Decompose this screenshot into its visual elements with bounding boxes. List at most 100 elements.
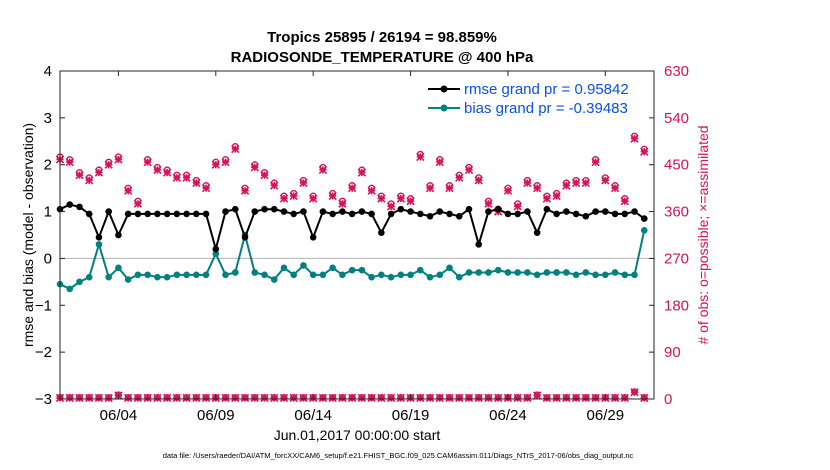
- obs-assimilated-point: [523, 178, 532, 188]
- bias-point: [475, 269, 483, 276]
- bias-point: [446, 264, 453, 272]
- bias-point: [582, 269, 590, 276]
- bias-point: [436, 271, 444, 279]
- rmse-point: [280, 208, 288, 215]
- obs-low-assimilated-point: [133, 393, 143, 403]
- obs-low-assimilated-point: [367, 393, 376, 403]
- obs-assimilated-point: [377, 194, 386, 203]
- y-left-tick-label: 3: [44, 110, 52, 127]
- obs-assimilated-point: [114, 155, 123, 164]
- rmse-point: [163, 210, 171, 218]
- obs-low-assimilated-point: [347, 393, 357, 403]
- legend-bias-label: bias grand pr = -0.39483: [464, 100, 628, 117]
- obs-assimilated-point: [201, 183, 211, 193]
- y-left-tick-label: −2: [35, 344, 52, 361]
- bias-point: [640, 227, 648, 234]
- x-tick-label: 06/24: [489, 407, 527, 424]
- y-right-tick-label: 360: [664, 204, 689, 221]
- obs-low-assimilated-point: [484, 393, 493, 403]
- rmse-point: [553, 210, 560, 218]
- obs-low-assimilated-point: [552, 393, 561, 403]
- rmse-point: [261, 205, 268, 213]
- legend-rmse-marker: [440, 85, 448, 93]
- rmse-point: [76, 203, 83, 211]
- obs-assimilated-point: [65, 157, 74, 167]
- obs-low-assimilated-point: [201, 393, 211, 403]
- rmse-point: [455, 212, 463, 220]
- bias-point: [387, 273, 395, 281]
- obs-assimilated-point: [104, 160, 113, 169]
- obs-low-assimilated-point: [445, 393, 454, 403]
- obs-assimilated-point: [591, 157, 600, 167]
- rmse-point: [582, 212, 590, 220]
- bias-point: [514, 269, 521, 276]
- bias-point: [358, 266, 366, 274]
- axes: −3 −2 −1 0 1 2 3 4 0 90 180 270 360 450 540 630 06/04 06/…: [35, 63, 689, 424]
- bias-point: [455, 273, 463, 281]
- obs-assimilated-point: [211, 160, 220, 169]
- obs-low-assimilated-point: [270, 393, 279, 403]
- y-left-tick-label: 0: [44, 250, 52, 267]
- obs-low-assimilated-point: [455, 393, 464, 403]
- obs-assimilated-point: [192, 178, 201, 188]
- obs-low-assimilated-point: [240, 393, 250, 403]
- obs-assimilated-point: [289, 191, 298, 201]
- obs-low-assimilated-point: [425, 393, 435, 403]
- rmse-point: [348, 210, 356, 218]
- obs-assimilated-point: [484, 199, 493, 208]
- rmse-point: [85, 210, 93, 218]
- obs-low-assimilated-point: [279, 393, 289, 403]
- obs-assimilated-point: [562, 181, 571, 190]
- obs-assimilated-point: [318, 165, 328, 175]
- obs-assimilated-point: [299, 178, 308, 188]
- bias-point: [261, 271, 268, 279]
- obs-assimilated-point: [162, 168, 172, 177]
- rmse-point: [524, 208, 531, 215]
- x-tick-label: 06/29: [587, 407, 625, 424]
- x-tick-label: 06/04: [100, 407, 138, 424]
- rmse-point: [105, 208, 112, 215]
- obs-low-assimilated-point: [231, 393, 240, 403]
- rmse-point: [124, 210, 132, 218]
- obs-low-assimilated-point: [416, 393, 425, 403]
- obs-low-assimilated-point: [299, 393, 308, 403]
- obs-assimilated-point: [503, 186, 513, 195]
- obs-low-assimilated-point: [581, 393, 591, 403]
- bias-point: [504, 269, 512, 276]
- bias-point: [465, 269, 473, 276]
- bias-point: [339, 271, 346, 279]
- y-left-tick-label: −3: [35, 391, 52, 408]
- bias-point: [563, 269, 570, 276]
- y-left-tick-label: −1: [35, 297, 52, 314]
- obs-assimilated-point: [75, 170, 84, 180]
- y-right-tick-label: 270: [664, 250, 689, 267]
- rmse-point: [611, 210, 619, 218]
- obs-assimilated-point: [221, 157, 230, 167]
- x-tick-label: 06/14: [294, 407, 332, 424]
- rmse-point: [231, 205, 239, 213]
- bias-point: [407, 271, 414, 279]
- rmse-point: [387, 210, 395, 218]
- rmse-point: [134, 210, 142, 218]
- obs-assimilated-point: [270, 181, 279, 190]
- obs-low-assimilated-point: [221, 393, 230, 403]
- obs-assimilated-point: [309, 194, 318, 203]
- obs-assimilated-point: [416, 152, 425, 162]
- rmse-point: [319, 208, 327, 215]
- obs-assimilated-point: [85, 176, 94, 185]
- bias-point: [231, 269, 239, 276]
- y-right-tick-label: 90: [664, 344, 681, 361]
- obs-low-assimilated-point: [532, 391, 542, 400]
- y-right-tick-label: 540: [664, 110, 689, 127]
- bias-point: [212, 250, 220, 258]
- bias-point: [95, 241, 103, 248]
- obs-assimilated-point: [231, 144, 240, 154]
- bias-point: [300, 262, 307, 269]
- obs-assimilated-point: [620, 196, 629, 206]
- obs-low-assimilated-point: [289, 393, 298, 403]
- y-right-tick-label: 180: [664, 297, 689, 314]
- rmse-point: [339, 208, 346, 215]
- obs-assimilated-point: [474, 176, 483, 185]
- rmse-point: [212, 245, 220, 253]
